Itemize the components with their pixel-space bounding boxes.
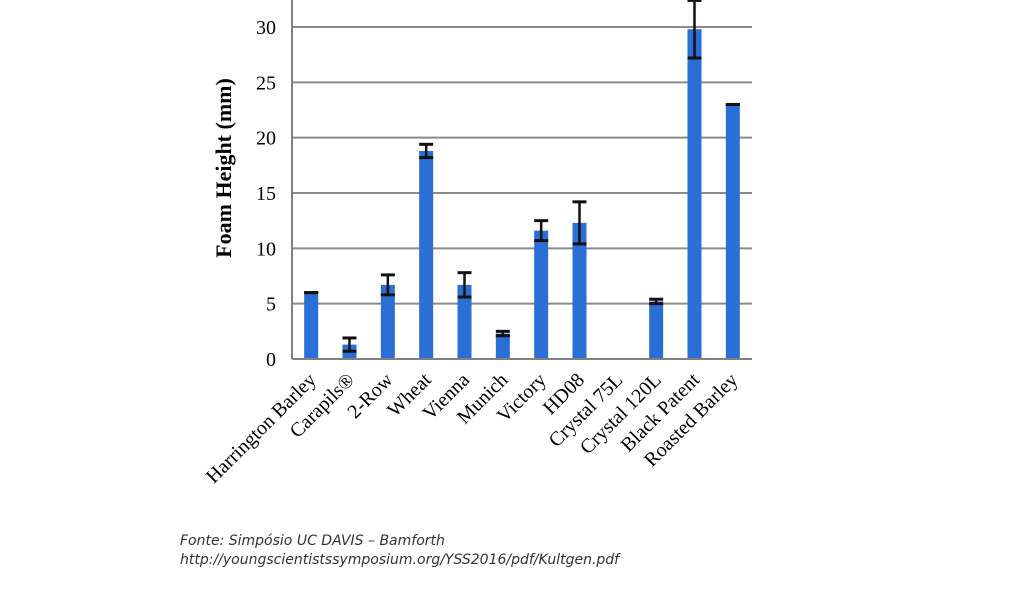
error-bar bbox=[495, 329, 510, 338]
bar bbox=[457, 284, 472, 359]
bar bbox=[572, 222, 587, 359]
error-bar bbox=[457, 271, 472, 299]
y-axis-title: Foam Height (mm) bbox=[211, 78, 236, 258]
bar bbox=[380, 284, 395, 359]
y-tick-label: 15 bbox=[256, 183, 276, 205]
y-tick-label: 25 bbox=[256, 72, 276, 94]
y-tick-label: 0 bbox=[266, 349, 276, 371]
source-line-2: http://youngscientistssymposium.org/YSS2… bbox=[180, 552, 620, 568]
bars bbox=[304, 29, 740, 360]
source-line-1: Fonte: Simpósio UC DAVIS – Bamforth bbox=[180, 533, 445, 549]
error-bar bbox=[342, 336, 357, 353]
error-bar bbox=[572, 200, 587, 246]
x-tick-label: 2-Row bbox=[343, 369, 397, 423]
y-axis-ticks: 0 5 10 15 20 25 30 bbox=[256, 17, 276, 371]
bar bbox=[725, 104, 740, 359]
y-tick-label: 20 bbox=[256, 128, 276, 150]
y-tick-label: 30 bbox=[256, 17, 276, 39]
error-bar bbox=[380, 273, 395, 297]
bar bbox=[649, 301, 664, 359]
error-bars bbox=[304, 0, 740, 353]
bar bbox=[419, 150, 434, 359]
y-tick-label: 5 bbox=[266, 294, 276, 316]
bar bbox=[687, 29, 702, 360]
bar bbox=[304, 292, 319, 359]
error-bar bbox=[534, 219, 549, 243]
gridlines bbox=[292, 26, 752, 305]
bar bbox=[534, 230, 549, 359]
y-tick-label: 10 bbox=[256, 238, 276, 260]
error-bar bbox=[649, 297, 664, 306]
bar-chart: 0 5 10 15 20 25 30 Harrington BarleyCarapils®2… bbox=[202, 0, 752, 488]
bar bbox=[495, 333, 510, 359]
error-bar bbox=[687, 0, 702, 60]
source-caption: Fonte: Simpósio UC DAVIS – Bamforth http… bbox=[180, 532, 619, 570]
x-axis-labels: Harrington BarleyCarapils®2-RowWheatVien… bbox=[202, 369, 743, 488]
error-bar bbox=[419, 142, 434, 160]
